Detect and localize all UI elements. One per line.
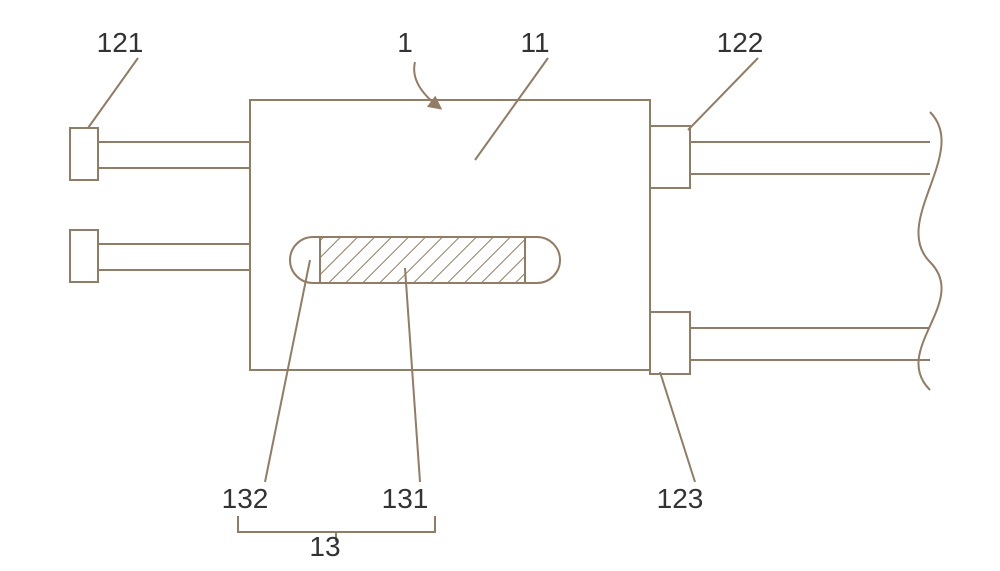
label-121: 121 <box>97 27 144 58</box>
label-123: 123 <box>657 483 704 514</box>
cable-break-curve <box>918 112 941 390</box>
label-131: 131 <box>382 483 429 514</box>
label-1: 1 <box>397 27 413 58</box>
label-122: 122 <box>717 27 764 58</box>
leader-L122 <box>688 58 758 130</box>
slot-filled-region <box>320 237 525 283</box>
leader-L123 <box>660 372 695 482</box>
label-13: 13 <box>309 531 340 562</box>
main-body <box>250 100 650 370</box>
label-132: 132 <box>222 483 269 514</box>
left-plug-cap-bottom <box>70 230 98 282</box>
right-port-bottom <box>650 312 690 374</box>
leader-L121 <box>88 58 138 128</box>
right-port-top <box>650 126 690 188</box>
left-plug-cap-top <box>70 128 98 180</box>
label-11: 11 <box>520 27 549 58</box>
